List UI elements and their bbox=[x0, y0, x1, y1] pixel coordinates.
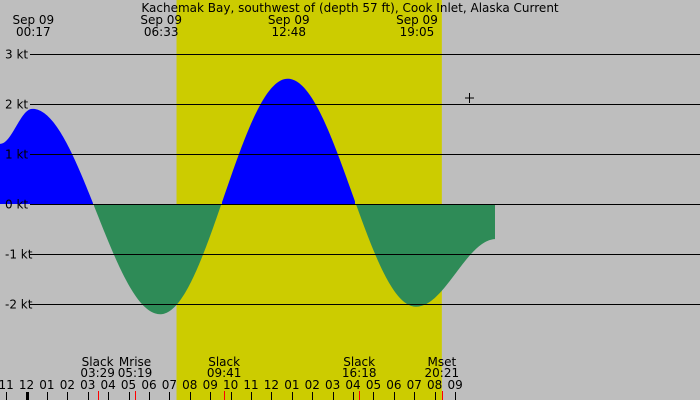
event-time-label: 03:29 bbox=[80, 366, 115, 380]
extremum-date-label: Sep 09 bbox=[396, 13, 438, 27]
event-time-label: 20:21 bbox=[425, 366, 460, 380]
x-tick-label: 11 bbox=[243, 378, 258, 392]
chart-title: Kachemak Bay, southwest of (depth 57 ft)… bbox=[141, 1, 559, 15]
extremum-time-label: 12:48 bbox=[271, 25, 306, 39]
extremum-time-label: 00:17 bbox=[16, 25, 51, 39]
event-label: Mset bbox=[427, 355, 456, 369]
x-tick-label: 04 bbox=[101, 378, 116, 392]
x-tick-label: 08 bbox=[427, 378, 442, 392]
x-tick-label: 06 bbox=[141, 378, 156, 392]
x-tick-label: 01 bbox=[284, 378, 299, 392]
x-tick-label: 10 bbox=[223, 378, 238, 392]
x-tick-label: 03 bbox=[325, 378, 340, 392]
flood-area-0 bbox=[0, 108, 93, 204]
extremum-date-label: Sep 09 bbox=[12, 13, 54, 27]
cursor-mark bbox=[465, 93, 474, 103]
gridline-layer bbox=[30, 54, 700, 305]
flow-area-layer bbox=[0, 78, 495, 315]
event-label: Slack bbox=[82, 355, 114, 369]
extremum-time-label: 06:33 bbox=[144, 25, 179, 39]
ebb-area-3 bbox=[356, 204, 495, 307]
y-tick-label: 1 kt bbox=[5, 148, 28, 162]
x-tick-label: 01 bbox=[39, 378, 54, 392]
y-tick-label: 0 kt bbox=[5, 198, 28, 212]
x-tick-label: 05 bbox=[121, 378, 136, 392]
y-tick-label: -1 kt bbox=[5, 248, 33, 262]
x-tick-label: 06 bbox=[386, 378, 401, 392]
x-tick-label: 05 bbox=[366, 378, 381, 392]
event-labels: Slack03:29Mrise05:19Slack09:41Slack16:18… bbox=[80, 355, 459, 400]
x-tick-label: 12 bbox=[264, 378, 279, 392]
event-time-label: 09:41 bbox=[207, 366, 242, 380]
event-label: Slack bbox=[208, 355, 240, 369]
x-tick-label: 03 bbox=[80, 378, 95, 392]
ebb-area-1 bbox=[94, 204, 221, 315]
x-tick-label: 04 bbox=[345, 378, 360, 392]
extremum-time-label: 19:05 bbox=[400, 25, 435, 39]
y-tick-label: -2 kt bbox=[5, 298, 33, 312]
extremum-date-label: Sep 09 bbox=[268, 13, 310, 27]
event-label: Slack bbox=[343, 355, 375, 369]
x-tick-label: 08 bbox=[182, 378, 197, 392]
x-tick-label: 07 bbox=[162, 378, 177, 392]
y-axis-labels: 3 kt 2 kt 1 kt 0 kt -1 kt -2 kt bbox=[5, 48, 33, 312]
y-tick-label: 3 kt bbox=[5, 48, 28, 62]
extremum-date-label: Sep 09 bbox=[140, 13, 182, 27]
x-tick-label: 02 bbox=[305, 378, 320, 392]
event-time-label: 16:18 bbox=[342, 366, 377, 380]
x-tick-label: 11 bbox=[0, 378, 14, 392]
flood-area-2 bbox=[222, 78, 355, 204]
event-label: Mrise bbox=[119, 355, 151, 369]
event-time-label: 05:19 bbox=[118, 366, 153, 380]
x-tick-label: 02 bbox=[60, 378, 75, 392]
x-axis-hour-ticks: 11 12 01 02 03 04 05 06 07 08 09 10 11 12 01 02 03 04 05 06… bbox=[0, 378, 463, 400]
x-tick-label: 12 bbox=[19, 378, 34, 392]
x-tick-label: 07 bbox=[407, 378, 422, 392]
x-tick-label: 09 bbox=[203, 378, 218, 392]
y-tick-label: 2 kt bbox=[5, 98, 28, 112]
x-tick-label: 09 bbox=[447, 378, 462, 392]
